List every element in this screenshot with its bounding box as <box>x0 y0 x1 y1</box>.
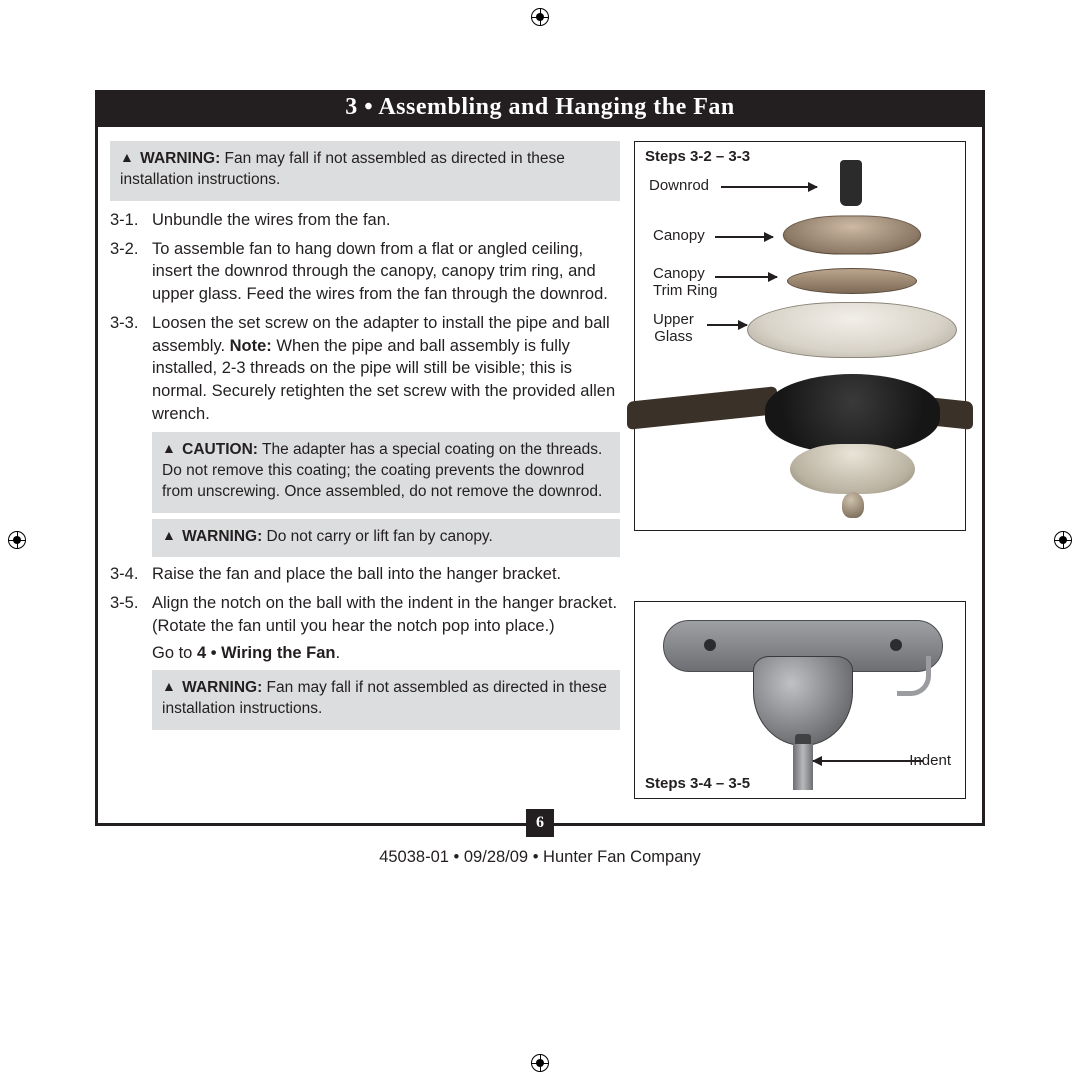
warning-text: Do not carry or lift fan by canopy. <box>262 528 493 545</box>
step-3-5: 3-5. Align the notch on the ball with th… <box>110 592 620 664</box>
left-column: ▲ WARNING: Fan may fall if not assembled… <box>110 141 620 799</box>
label-canopy: Canopy <box>653 228 705 245</box>
step-body: To assemble fan to hang down from a flat… <box>152 238 620 306</box>
warning-box-2: ▲ WARNING: Do not carry or lift fan by c… <box>152 519 620 558</box>
caution-box: ▲ CAUTION: The adapter has a special coa… <box>152 432 620 513</box>
fan-body-shape <box>765 374 940 454</box>
rod-shape <box>793 744 813 790</box>
finial-shape <box>842 492 864 518</box>
goto-pre: Go to <box>152 644 197 662</box>
warning-icon: ▲ <box>120 148 134 167</box>
footer-text: 45038-01 • 09/28/09 • Hunter Fan Company <box>98 848 982 867</box>
figure-1: Steps 3-2 – 3-3 Downrod Canopy Canopy Tr… <box>634 141 966 531</box>
goto-post: . <box>336 644 341 662</box>
warning-lead: WARNING: <box>182 679 262 696</box>
ball-shape <box>753 656 853 746</box>
label-indent: Indent <box>909 752 951 769</box>
note-lead: Note: <box>230 337 272 355</box>
label-line: Trim Ring <box>653 282 717 299</box>
page-frame: 3 • Assembling and Hanging the Fan ▲ WAR… <box>95 90 985 826</box>
step-body: Raise the fan and place the ball into th… <box>152 563 620 586</box>
step-3-1: 3-1. Unbundle the wires from the fan. <box>110 209 620 232</box>
caution-lead: CAUTION: <box>182 441 258 458</box>
arrow-icon <box>715 276 777 278</box>
label-line: Canopy <box>653 265 705 282</box>
step-number: 3-1. <box>110 209 152 232</box>
arrow-icon <box>721 186 817 188</box>
warning-lead: WARNING: <box>140 150 220 167</box>
registration-mark-icon <box>531 1054 549 1072</box>
step-body: Align the notch on the ball with the ind… <box>152 592 620 664</box>
registration-mark-icon <box>1054 531 1072 549</box>
warning-lead: WARNING: <box>182 528 262 545</box>
warning-icon: ▲ <box>162 439 176 458</box>
section-title: 3 • Assembling and Hanging the Fan <box>98 90 982 127</box>
warning-icon: ▲ <box>162 677 176 696</box>
trimring-shape <box>787 268 917 294</box>
step-number: 3-3. <box>110 312 152 426</box>
canopy-shape <box>779 216 925 255</box>
page-number: 6 <box>526 809 554 837</box>
step-number: 3-2. <box>110 238 152 306</box>
step-3-4: 3-4. Raise the fan and place the ball in… <box>110 563 620 586</box>
figure-title: Steps 3-2 – 3-3 <box>645 148 750 165</box>
registration-mark-icon <box>8 531 26 549</box>
arrow-icon <box>813 760 923 762</box>
hook-shape <box>897 656 931 696</box>
label-line: Glass <box>654 328 692 345</box>
step-number: 3-4. <box>110 563 152 586</box>
fan-lower-shape <box>790 444 915 494</box>
warning-box-3: ▲ WARNING: Fan may fall if not assembled… <box>152 670 620 730</box>
figure-title: Steps 3-4 – 3-5 <box>645 775 750 792</box>
registration-mark-icon <box>531 8 549 26</box>
step-3-3: 3-3. Loosen the set screw on the adapter… <box>110 312 620 426</box>
goto-line: Go to 4 • Wiring the Fan. <box>152 642 620 665</box>
step-body: Unbundle the wires from the fan. <box>152 209 620 232</box>
warning-icon: ▲ <box>162 526 176 545</box>
step-text: Align the notch on the ball with the ind… <box>152 594 617 635</box>
fan-blade-shape <box>627 386 777 430</box>
label-trimring: Canopy Trim Ring <box>653 266 717 299</box>
arrow-icon <box>715 236 773 238</box>
goto-link: 4 • Wiring the Fan <box>197 644 336 662</box>
right-column: Steps 3-2 – 3-3 Downrod Canopy Canopy Tr… <box>634 141 966 799</box>
figure-2: Indent Steps 3-4 – 3-5 <box>634 601 966 799</box>
content-area: ▲ WARNING: Fan may fall if not assembled… <box>98 127 982 823</box>
upperglass-shape <box>747 302 957 358</box>
step-body: Loosen the set screw on the adapter to i… <box>152 312 620 426</box>
label-upperglass: Upper Glass <box>653 312 694 345</box>
warning-box-1: ▲ WARNING: Fan may fall if not assembled… <box>110 141 620 201</box>
label-line: Upper <box>653 311 694 328</box>
step-number: 3-5. <box>110 592 152 664</box>
step-3-2: 3-2. To assemble fan to hang down from a… <box>110 238 620 306</box>
label-downrod: Downrod <box>649 178 709 195</box>
downrod-shape <box>840 160 862 206</box>
arrow-icon <box>707 324 747 326</box>
